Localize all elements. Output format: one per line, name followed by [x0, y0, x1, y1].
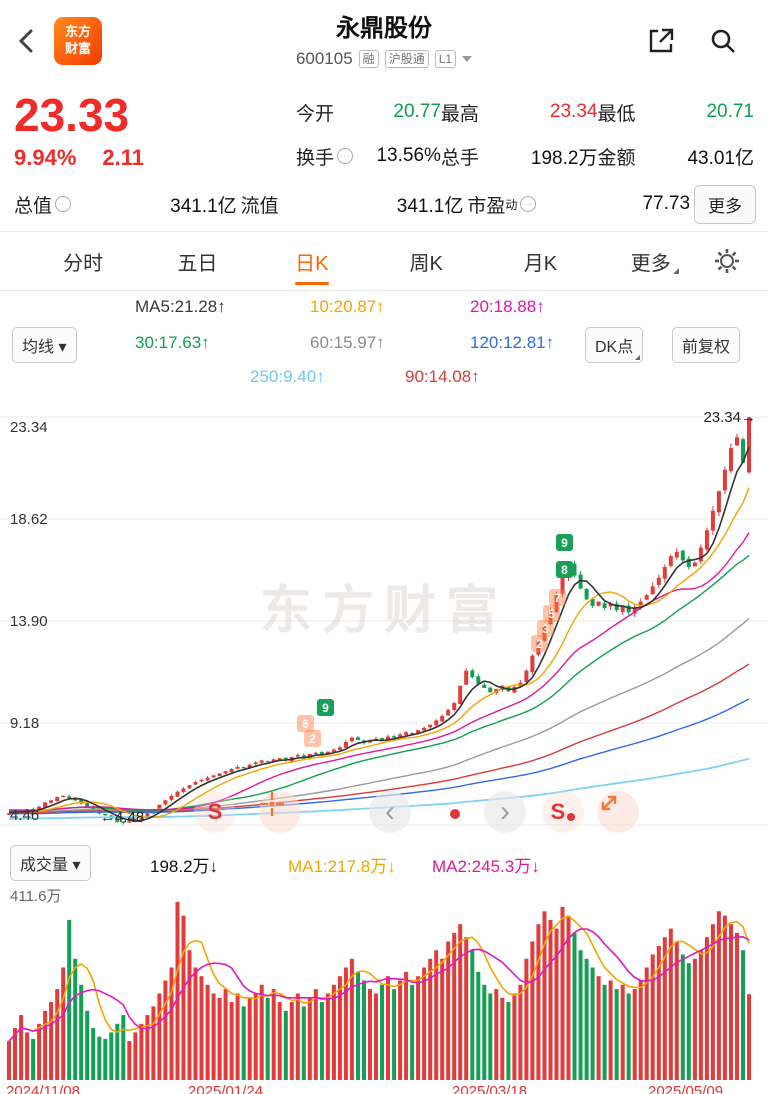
quote-total-cap: 总值 ··· 341.1亿 [14, 195, 237, 217]
volume-selector-button[interactable]: 成交量 ▾ [10, 845, 91, 881]
volume-ma2: MA2:245.3万↓ [432, 857, 540, 876]
volume-ma1: MA1:217.8万↓ [288, 857, 396, 876]
volume-max-label: 411.6万 [10, 888, 62, 905]
search-icon[interactable] [706, 24, 740, 58]
date-label: 2025/05/09 [648, 1083, 724, 1094]
info-icon[interactable]: ··· [55, 196, 72, 213]
event-badge[interactable]: 7 [549, 589, 566, 606]
pan-left-button[interactable]: ‹ [369, 791, 411, 833]
corner-triangle-icon [672, 268, 679, 274]
forward-adjust-button[interactable]: 前复权 [672, 327, 741, 363]
event-badge[interactable]: 9 [556, 534, 573, 551]
low-price-marker: ←4.48 [100, 809, 145, 826]
corner-triangle-icon [635, 355, 641, 360]
event-badge[interactable]: 6 [297, 715, 314, 732]
quote-row3: 总值 ··· 341.1亿 流值 341.1亿 市盈动 ··· 77.73 更多 [0, 171, 768, 224]
back-icon[interactable] [12, 26, 42, 56]
ma60-value: 60:15.97↑ [310, 333, 385, 352]
quote-float-cap: 流值 341.1亿 [240, 195, 464, 217]
quote-pe-ratio: 市盈动 ··· 77.73 [467, 193, 691, 217]
y-axis-label: 13.90 [10, 613, 48, 630]
sell-point-button[interactable]: S [194, 791, 236, 833]
stock-code: 600105 [295, 49, 353, 68]
quote-open: 今开 20.77 [296, 101, 441, 125]
y-axis-label: 9.18 [10, 715, 40, 732]
volume-canvas [7, 901, 751, 1080]
last-price-marker: 23.34→ [703, 409, 756, 426]
quote-panel: 23.33 9.94% 2.11 今开 20.77 最高 23.34 最低 20.71… [0, 84, 768, 232]
tab-monthly-k[interactable]: 月K [523, 252, 558, 275]
title-block: 永鼎股份 600105 融 沪股通 L1 [295, 8, 473, 69]
info-icon[interactable]: ··· [337, 148, 354, 165]
y-axis-label: 4.46 [10, 807, 40, 824]
app-header: 东方 财富 永鼎股份 600105 融 沪股通 L1 [0, 0, 768, 84]
event-badge[interactable]: 5 [543, 605, 560, 622]
pan-right-button[interactable]: › [484, 791, 526, 833]
dk-point-button[interactable]: DK点 [585, 327, 644, 363]
ma5-value: MA5:21.28↑ [135, 297, 226, 316]
quote-high: 最高 23.34 [440, 101, 598, 125]
quote-volume: 总手 198.2万 [440, 147, 598, 169]
red-dot-indicator [567, 813, 576, 821]
crosshair-button[interactable] [259, 791, 301, 833]
badge-hk-connect: 沪股通 [384, 50, 429, 68]
volume-header: 成交量 ▾ 198.2万↓ MA1:217.8万↓ MA2:245.3万↓ [0, 843, 768, 881]
quote-amount: 金额 43.01亿 [597, 147, 754, 169]
red-dot-indicator [450, 809, 460, 819]
tab-daily-k[interactable]: 日K [255, 232, 369, 290]
date-axis: 2024/11/08 2025/01/24 2025/03/18 2025/05… [0, 1082, 768, 1094]
chevron-down-icon[interactable] [462, 56, 473, 62]
share-icon[interactable] [644, 24, 678, 58]
event-badge[interactable]: 3 [537, 620, 554, 637]
info-icon[interactable]: ··· [520, 196, 537, 213]
sell-marker-button[interactable]: S [542, 791, 584, 833]
ma-legend-panel: MA5:21.28↑ 10:20.87↑ 20:18.88↑ 均线 ▾ 30:1… [0, 291, 768, 393]
tab-more[interactable]: 更多 [598, 232, 712, 290]
quote-grid: 今开 20.77 最高 23.34 最低 20.71 换手 ··· 13.56% 总手 1… [290, 84, 768, 171]
volume-current: 198.2万↓ [150, 857, 219, 876]
date-label: 2025/03/18 [452, 1083, 528, 1094]
badge-margin: 融 [358, 50, 379, 68]
current-price: 23.33 [14, 89, 130, 141]
tab-intraday[interactable]: 分时 [63, 252, 104, 275]
candlestick-chart[interactable]: 东方财富 23.34 18.62 13.90 9.18 4.46 23.34→ … [0, 393, 768, 843]
code-row: 600105 融 沪股通 L1 [295, 49, 473, 69]
date-label: 2024/11/08 [6, 1083, 80, 1094]
period-tabs: 分时 五日 日K 周K 月K 更多 [0, 232, 768, 291]
eastmoney-logo-icon: 东方 财富 [54, 17, 102, 65]
page-title: 永鼎股份 [336, 15, 432, 42]
event-badge[interactable]: 8 [556, 561, 573, 578]
quote-turnover: 换手 ··· 13.56% [296, 145, 441, 169]
event-badge[interactable]: 2 [531, 635, 548, 652]
quote-low: 最低 20.71 [597, 101, 754, 125]
event-badge[interactable]: 9 [317, 699, 334, 716]
event-badge[interactable]: 2 [304, 730, 321, 747]
logo-text-1: 东方 [64, 24, 91, 40]
tab-five-day[interactable]: 五日 [177, 252, 218, 275]
ma90-value: 90:14.08↑ [405, 367, 480, 386]
ma-selector-button[interactable]: 均线 ▾ [12, 327, 77, 363]
ma20-value: 20:18.88↑ [470, 297, 545, 316]
price-block: 23.33 9.94% 2.11 [0, 84, 290, 171]
fullscreen-button[interactable] [597, 791, 639, 833]
ma120-value: 120:12.81↑ [470, 333, 555, 352]
volume-chart[interactable]: 411.6万 [0, 881, 768, 1082]
ma30-value: 30:17.63↑ [135, 333, 210, 352]
y-axis-label: 23.34 [10, 419, 48, 436]
kline-canvas [0, 416, 768, 826]
logo-text-2: 财富 [64, 41, 91, 56]
tab-weekly-k[interactable]: 周K [409, 252, 443, 275]
ma250-value: 250:9.40↑ [250, 367, 325, 386]
badge-level: L1 [434, 50, 457, 68]
gear-icon[interactable] [712, 246, 742, 276]
change-percent: 9.94% [14, 144, 77, 170]
change-absolute: 2.11 [102, 144, 144, 170]
ma10-value: 10:20.87↑ [310, 297, 385, 316]
y-axis-label: 18.62 [10, 511, 48, 528]
date-label: 2025/01/24 [188, 1083, 264, 1094]
more-button[interactable]: 更多 [694, 184, 757, 224]
